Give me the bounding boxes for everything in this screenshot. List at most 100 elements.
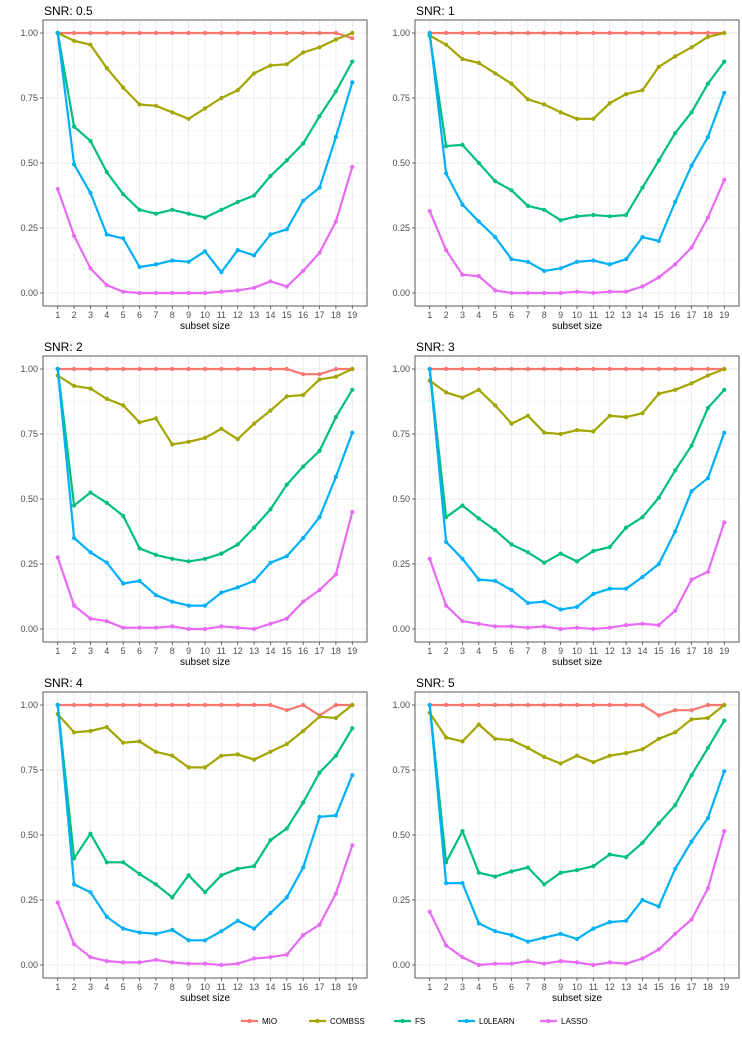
data-point [268,838,273,843]
data-point [104,283,109,288]
y-tick-label: 0.75 [20,93,38,103]
data-point [137,546,142,551]
data-point [509,81,514,86]
data-point [350,430,355,435]
data-point [509,290,514,296]
data-point [591,626,596,632]
data-point [202,106,208,111]
data-point [493,874,498,879]
panel-2: SNR: 10.000.250.500.751.001 2 3 4 5 6 7 8 9 10 11 1… [392,4,740,332]
x-tick-label: 13 [621,982,631,992]
data-point [574,753,580,758]
series-fs [427,33,727,223]
legend-swatch-point [315,1018,320,1024]
data-point [722,718,727,723]
x-tick-label: 16 [298,982,308,992]
data-point [656,904,661,909]
data-point [673,803,678,808]
series-lasso [55,843,355,968]
data-point [656,947,661,952]
x-tick-label: 14 [265,982,275,992]
data-point [170,442,175,447]
data-point [722,520,727,525]
data-point [525,745,531,751]
data-point [301,535,306,541]
data-point [493,366,498,372]
data-point [153,931,159,936]
x-tick-label: 11 [217,310,226,320]
data-point [251,421,257,426]
data-point [202,938,208,943]
data-point [121,926,126,931]
data-point [460,272,465,277]
data-point [574,30,580,36]
data-point [251,193,257,198]
data-point [607,586,612,591]
data-point [443,702,449,708]
data-point [640,88,645,93]
data-point [333,374,339,379]
data-point [656,64,661,69]
x-tick-label: 19 [719,646,729,656]
y-tick-label: 1.00 [392,700,410,710]
x-tick-label: 8 [170,646,175,656]
x-tick-label: 11 [589,310,598,320]
data-point [121,581,126,586]
data-point [673,30,678,36]
data-point [317,814,322,819]
x-tick-label: 17 [315,646,325,656]
data-point [574,214,580,219]
data-point [153,593,159,598]
data-point [607,545,612,550]
data-point [219,929,224,934]
x-axis-label: subset size [180,993,230,1004]
panel-6: SNR: 50.000.250.500.751.001 2 3 4 5 6 7 8 9 10 11 1… [392,676,740,1004]
data-point [640,702,645,708]
legend-swatch-point [400,1018,405,1024]
data-point [202,435,208,440]
data-point [153,262,159,267]
data-point [558,870,563,875]
x-tick-label: 6 [137,982,142,992]
legend-swatch-point [546,1018,551,1024]
data-point [574,428,580,433]
data-point [476,219,481,224]
data-point [55,366,60,372]
data-point [268,232,273,237]
panels-container: SNR: 0.50.000.250.500.751.001 2 3 4 5 6 7 8 9 10 1… [20,4,740,1004]
data-point [317,587,322,593]
y-tick-label: 0.00 [20,960,38,970]
data-point [443,881,449,886]
data-point [88,138,93,143]
data-point [427,909,432,914]
x-tick-label: 10 [200,646,210,656]
data-point [558,931,563,936]
data-point [219,270,224,275]
legend-item-combss: COMBSS [309,1017,365,1026]
data-point [202,765,208,770]
data-point [202,366,208,372]
data-point [673,529,678,534]
y-tick-label: 0.75 [20,765,38,775]
data-point [153,625,159,630]
legend-swatch-point [247,1018,252,1024]
data-point [607,960,612,965]
data-point [673,608,678,613]
data-point [153,749,159,754]
data-point [558,366,563,372]
x-axis-label: subset size [552,321,602,332]
data-point [88,490,93,495]
data-point [186,30,191,36]
data-point [186,259,191,264]
data-point [656,158,661,163]
data-point [689,577,694,582]
y-tick-label: 1.00 [20,364,38,374]
data-point [333,366,339,372]
series-l0learn [55,702,355,943]
data-point [493,702,498,708]
data-point [186,961,191,966]
data-point [722,366,727,372]
data-point [591,212,596,218]
data-point [284,616,289,621]
x-tick-label: 2 [444,646,449,656]
